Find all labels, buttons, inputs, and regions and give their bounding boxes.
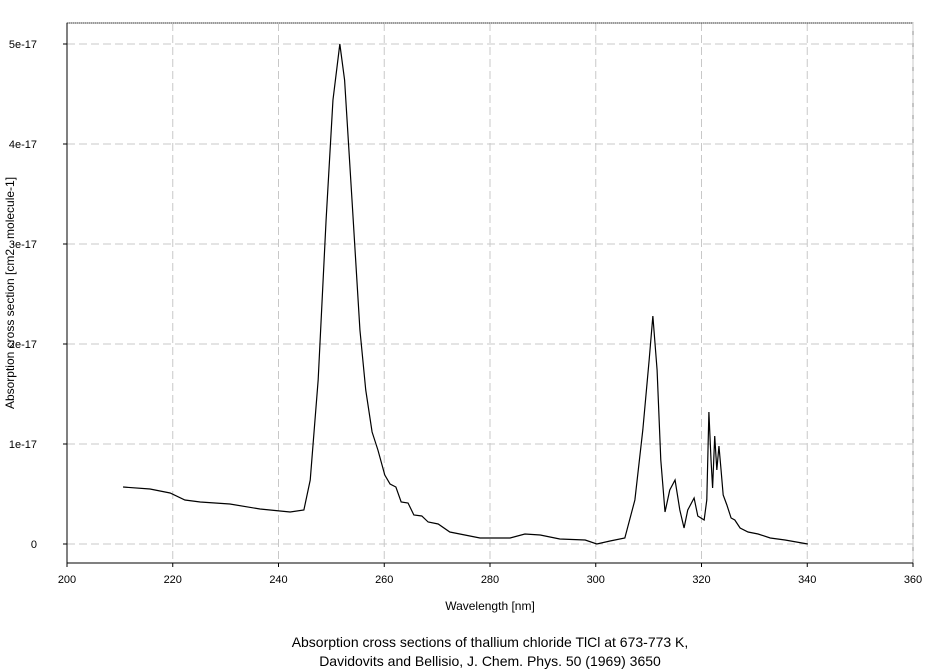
chart-subtitle: Davidovits and Bellisio, J. Chem. Phys. … xyxy=(319,653,661,669)
data-line xyxy=(123,43,808,545)
x-tick-label: 220 xyxy=(164,574,182,586)
y-tick-label: 1e-17 xyxy=(9,439,37,451)
x-tick-label: 240 xyxy=(269,574,287,586)
x-tick-label: 260 xyxy=(375,574,393,586)
x-tick-label: 200 xyxy=(58,574,76,586)
x-tick-label: 340 xyxy=(798,574,816,586)
y-tick-label: 4e-17 xyxy=(9,139,37,151)
chart-title: Absorption cross sections of thallium ch… xyxy=(292,634,689,650)
x-tick-label: 300 xyxy=(587,574,605,586)
y-tick-label: 3e-17 xyxy=(9,239,37,251)
x-tick-label: 280 xyxy=(481,574,499,586)
y-tick-label: 5e-17 xyxy=(9,39,37,51)
y-axis-label: Absorption cross section [cm2 . molecule… xyxy=(3,177,17,409)
y-tick-label: 2e-17 xyxy=(9,339,37,351)
y-tick-label: 0 xyxy=(31,539,37,551)
x-tick-label: 360 xyxy=(904,574,922,586)
x-axis-label: Wavelength [nm] xyxy=(445,599,535,613)
x-tick-label: 320 xyxy=(692,574,710,586)
